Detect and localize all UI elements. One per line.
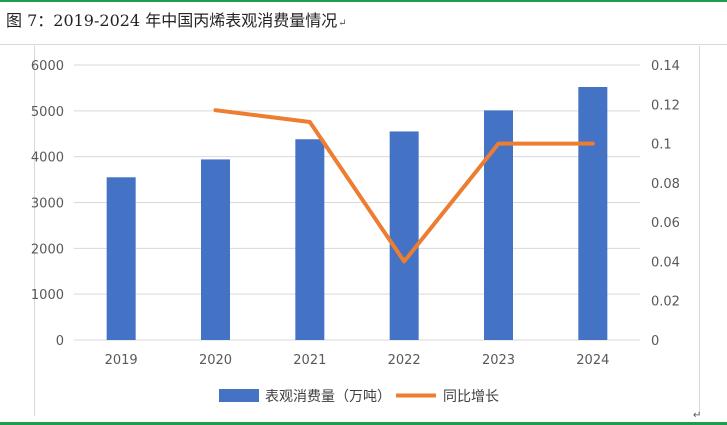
bar-2020 — [201, 159, 230, 340]
y-left-tick-label: 0 — [56, 334, 64, 349]
y-right-tick-label: 0.06 — [651, 216, 680, 231]
y-right-tick-label: 0 — [651, 334, 659, 349]
growth-point-2022 — [403, 260, 405, 262]
x-tick-labels: 2019 2020 2021 2022 2023 2024 — [105, 353, 610, 368]
y-right-tick-label: 0.14 — [651, 59, 680, 74]
y-right-tick-label: 0.02 — [651, 295, 680, 310]
bar-2023 — [484, 110, 513, 340]
top-border — [0, 0, 727, 2]
x-tick-label: 2019 — [105, 353, 138, 368]
bottom-border — [0, 422, 727, 425]
y-left-tick-labels: 0 1000 2000 3000 4000 5000 6000 — [31, 59, 64, 349]
line-series — [213, 108, 595, 264]
y-left-tick-label: 1000 — [31, 288, 64, 303]
growth-point-2020 — [215, 109, 216, 111]
x-tick-label: 2020 — [199, 353, 232, 368]
paragraph-mark-icon: ↵ — [338, 18, 347, 29]
y-left-tick-label: 3000 — [31, 197, 64, 212]
x-tick-label: 2024 — [576, 353, 609, 368]
bar-2024 — [578, 87, 608, 340]
y-left-tick-label: 6000 — [31, 59, 64, 74]
bar-2019 — [106, 177, 136, 340]
y-right-tick-label: 0.08 — [651, 177, 680, 192]
growth-point-2024 — [592, 143, 594, 145]
x-tick-label: 2021 — [293, 353, 326, 368]
y-left-tick-label: 5000 — [31, 105, 64, 120]
chart-frame — [34, 46, 700, 416]
figure-caption: 图 7：2019-2024 年中国丙烯表观消费量情况↵ — [6, 9, 347, 33]
y-right-tick-label: 0.1 — [651, 138, 672, 153]
legend-swatch-bar — [219, 389, 259, 402]
legend-label-line: 同比增长 — [443, 389, 499, 405]
gridlines — [74, 64, 640, 341]
caption-text: 图 7：2019-2024 年中国丙烯表观消费量情况 — [6, 11, 338, 30]
y-left-tick-label: 4000 — [31, 151, 64, 166]
bar-series — [106, 87, 608, 340]
y-right-tick-label: 0.12 — [651, 98, 680, 113]
y-right-tick-label: 0.04 — [651, 255, 680, 270]
legend-label-bar: 表观消费量（万吨） — [265, 389, 391, 405]
caption-divider — [0, 44, 727, 45]
growth-point-2023 — [498, 143, 499, 145]
bar-2022 — [389, 131, 419, 340]
y-left-tick-label: 2000 — [31, 242, 64, 257]
x-tick-label: 2022 — [388, 353, 421, 368]
x-tick-label: 2023 — [482, 353, 515, 368]
y-right-tick-labels: 0 0.02 0.04 0.06 0.08 0.1 0.12 0.14 — [651, 59, 680, 349]
paragraph-mark-end-icon: ↵ — [693, 410, 702, 421]
growth-point-2021 — [309, 121, 311, 123]
bar-2021 — [295, 139, 325, 340]
legend: 表观消费量（万吨） 同比增长 — [219, 389, 499, 405]
